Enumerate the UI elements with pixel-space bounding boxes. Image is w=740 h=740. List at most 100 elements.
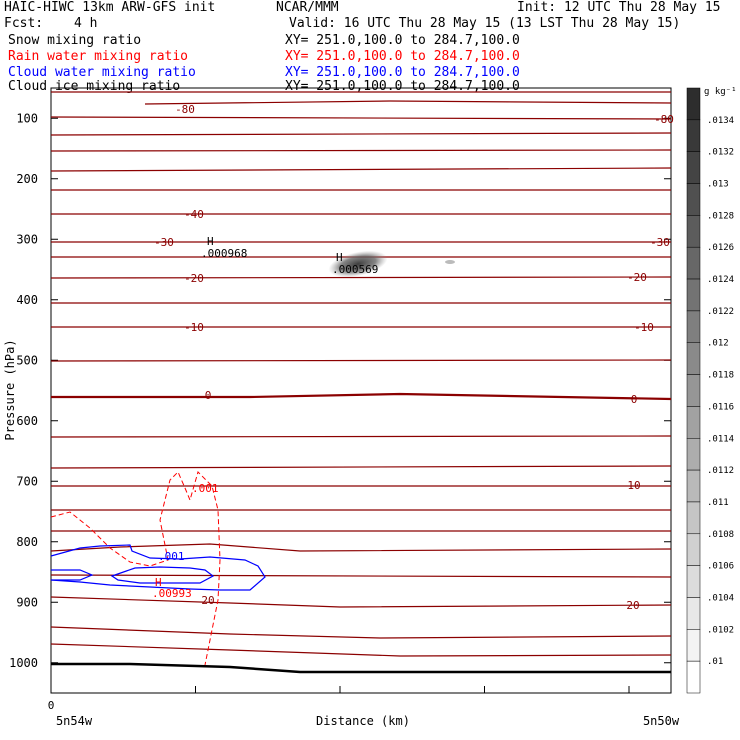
colorbar-swatch (686, 278, 701, 312)
x-axis-label: Distance (km) (316, 714, 410, 728)
isotherm-line (50, 574, 672, 578)
colorbar-swatch (686, 501, 701, 535)
y-tick-label: 800 (16, 535, 38, 549)
cloud-water-label: .001 (158, 550, 185, 563)
init-time: Init: 12 UTC Thu 28 May 15 (517, 0, 721, 15)
isotherm-label: -80 (175, 103, 195, 116)
colorbar-swatch (686, 310, 701, 343)
colorbar-swatch (686, 246, 701, 280)
extremum-symbol: H (155, 576, 162, 589)
model-title: HAIC-HIWC 13km ARW-GFS init (4, 0, 216, 15)
isotherm-line (50, 132, 672, 136)
isotherm-line (50, 643, 672, 657)
y-tick-label: 600 (16, 414, 38, 428)
colorbar-swatch (686, 438, 701, 471)
extrema-labels: H .000968 H .000569 H .00993 .001 .001 (152, 235, 378, 600)
extremum-value: .000569 (332, 263, 378, 276)
colorbar-label: .0122 (707, 307, 734, 317)
colorbar-label: .011 (707, 498, 729, 508)
x-axis (50, 686, 630, 693)
rain-water-contours (50, 471, 221, 666)
y-tick-label: 1000 (9, 656, 38, 670)
colorbar-swatch (686, 565, 701, 598)
colorbar-label: .0132 (707, 148, 734, 158)
y-tick-label: 400 (16, 293, 38, 307)
colorbar-units: g kg⁻¹ (704, 87, 737, 97)
y-tick-label: 300 (16, 232, 38, 246)
colorbar-label: .0102 (707, 625, 734, 635)
isotherm-label: -10 (184, 321, 204, 334)
colorbar-label: .0114 (707, 434, 734, 444)
isotherm-label: -10 (634, 321, 654, 334)
fcst-label: Fcst: (4, 16, 44, 31)
isotherm-line (50, 626, 672, 639)
colorbar-label: .0112 (707, 466, 734, 476)
colorbar-swatch (686, 597, 701, 630)
isotherm-line (50, 543, 672, 552)
fcst-value: 4 h (74, 16, 98, 31)
y-tick-label: 700 (16, 474, 38, 488)
colorbar-swatch (686, 533, 701, 566)
extremum-value: .000968 (201, 247, 247, 260)
colorbar-swatch (686, 119, 701, 152)
rain-water-label: .001 (192, 482, 219, 495)
colorbar-label: .0116 (707, 402, 734, 412)
cloud-water-contour (51, 569, 94, 581)
colorbar-label: .0108 (707, 530, 734, 540)
y-tick-label: 900 (16, 595, 38, 609)
colorbar-label: .012 (707, 339, 729, 349)
field-xy-cloud-ice: XY= 251.0,100.0 to 284.7,100.0 (285, 79, 520, 94)
isotherm-label: 10 (627, 479, 640, 492)
colorbar-swatch (686, 87, 701, 121)
colorbar-label: .0128 (707, 211, 734, 221)
y-tick-label: 100 (16, 111, 38, 125)
colorbar-label: .0124 (707, 275, 734, 285)
isotherm-label: 20 (626, 599, 639, 612)
y-axis-label: Pressure (hPa) (3, 339, 17, 440)
isotherm-line (50, 435, 672, 438)
colorbar-swatch (686, 342, 701, 375)
colorbar-label: .0118 (707, 371, 734, 381)
colorbar: .0134 .0132 .013 .0128 .0126 .0124 .0122 .012 .0… (686, 87, 734, 694)
cloud-water-contour (110, 566, 215, 584)
plot-frame (50, 87, 672, 694)
isotherm-label: -20 (184, 272, 204, 285)
isotherm-line (51, 392, 672, 401)
isotherm-label: 0 (205, 389, 212, 402)
x-end-label-left: 5n54w (56, 714, 93, 728)
isotherm-line (144, 100, 672, 105)
colorbar-swatch (686, 215, 701, 248)
isotherm-line (50, 596, 672, 608)
extremum-symbol: H (207, 235, 214, 248)
colorbar-swatch (686, 660, 701, 694)
rain-water-contour (50, 471, 221, 666)
extremum-value: .00993 (152, 587, 192, 600)
isotherm-line (50, 116, 672, 120)
x-tick-label-0: 0 (48, 699, 55, 712)
field-xy-rain: XY= 251.0,100.0 to 284.7,100.0 (285, 49, 520, 64)
x-end-label-right: 5n50w (643, 714, 680, 728)
extremum-symbol: H (336, 251, 343, 264)
field-name-rain: Rain water mixing ratio (8, 49, 189, 64)
y-tick-label: 200 (16, 172, 38, 186)
colorbar-label: .01 (707, 657, 723, 667)
field-xy-cloud-water: XY= 251.0,100.0 to 284.7,100.0 (285, 65, 520, 80)
isotherm-line (50, 167, 672, 172)
colorbar-swatch (686, 374, 701, 407)
field-xy-snow: XY= 251.0,100.0 to 284.7,100.0 (285, 33, 520, 48)
isotherm-label: -80 (654, 113, 674, 126)
snow-mixing-ratio-shading (328, 250, 388, 278)
colorbar-swatch (686, 151, 701, 184)
snow-mixing-ratio-shading (445, 260, 455, 264)
colorbar-label: .0106 (707, 562, 734, 572)
isotherm-label: 0 (631, 393, 638, 406)
isotherm-label: -20 (627, 271, 647, 284)
colorbar-swatch (686, 183, 701, 216)
isotherm-labels: -80 -80 -40 -30 -30 -20 -20 -10 -10 0 0 … (154, 103, 674, 612)
colorbar-label: .013 (707, 180, 729, 190)
valid-time: Valid: 16 UTC Thu 28 May 15 (13 LST Thu … (289, 16, 681, 31)
field-name-cloud-ice: Cloud ice mixing ratio (8, 79, 181, 94)
isotherm-contours (50, 91, 672, 657)
